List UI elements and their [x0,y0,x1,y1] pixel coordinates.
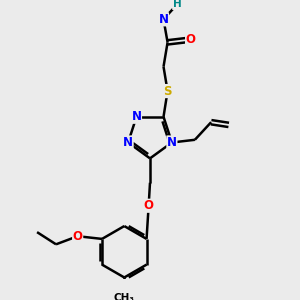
Text: N: N [158,13,169,26]
Text: O: O [73,230,83,243]
Text: N: N [123,136,133,149]
Text: N: N [131,110,142,123]
Text: S: S [163,85,172,98]
Text: O: O [186,33,196,46]
Text: N: N [167,136,177,149]
Text: CH₃: CH₃ [114,293,135,300]
Text: O: O [144,199,154,212]
Text: H: H [173,0,182,10]
